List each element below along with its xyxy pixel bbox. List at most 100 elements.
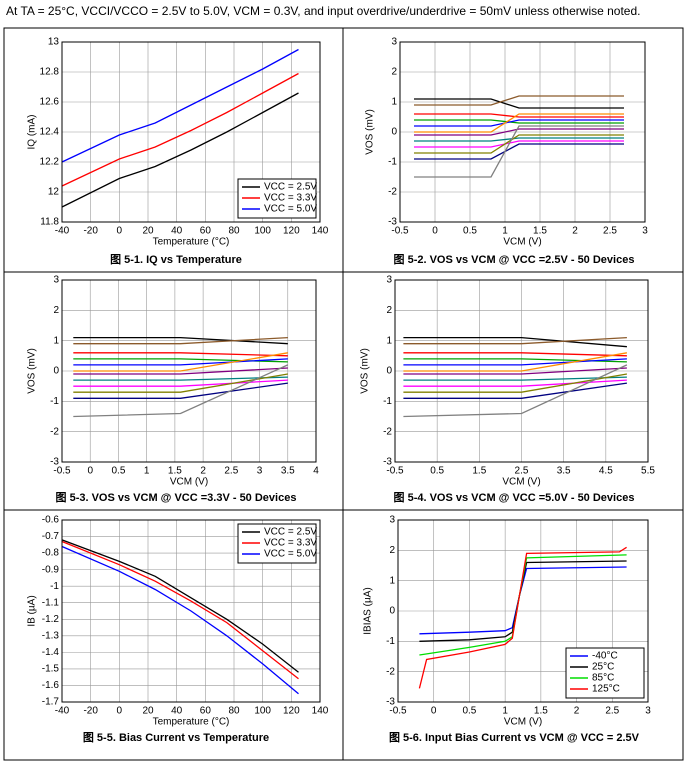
y-tick-label: 3: [53, 275, 59, 286]
x-tick-label: 2.5: [515, 466, 529, 477]
x-tick-label: 80: [228, 226, 240, 237]
y-tick-label: -1.6: [42, 680, 60, 691]
chart-title: 图 5-1. IQ vs Temperature: [110, 253, 242, 266]
x-axis-label: VCM (V): [503, 237, 541, 248]
y-tick-label: 12.2: [40, 157, 60, 168]
y-tick-label: -3: [388, 217, 397, 228]
x-tick-label: 2: [574, 706, 580, 717]
y-tick-label: 3: [386, 275, 392, 286]
x-tick-label: 2.5: [603, 226, 617, 237]
y-axis-label: VOS (mV): [365, 109, 376, 155]
y-tick-label: 11.8: [40, 217, 59, 228]
x-tick-label: 2.5: [224, 466, 238, 477]
y-tick-label: 1: [391, 97, 397, 108]
series-line: [61, 48, 299, 163]
series-line: [61, 72, 299, 187]
series-line: [61, 540, 299, 680]
y-tick-label: -0.6: [42, 515, 60, 526]
legend-label: 25°C: [592, 662, 614, 673]
y-tick-label: 12.6: [40, 97, 60, 108]
y-tick-label: 3: [389, 515, 395, 526]
series-line: [403, 336, 627, 348]
series-line: [73, 364, 289, 418]
series-line: [73, 376, 288, 381]
x-tick-label: 1: [502, 226, 508, 237]
series-line: [403, 358, 627, 366]
x-tick-label: 60: [200, 706, 212, 717]
y-tick-label: -1.5: [42, 664, 60, 675]
x-tick-label: 0.5: [111, 466, 125, 477]
series-line: [403, 336, 627, 345]
y-tick-label: -3: [50, 457, 59, 468]
y-tick-label: -0.9: [42, 564, 60, 575]
plot-frame: [61, 279, 317, 463]
y-tick-label: -1: [388, 157, 397, 168]
chart-title: 图 5-5. Bias Current vs Temperature: [83, 731, 269, 744]
x-tick-label: 60: [200, 226, 212, 237]
x-tick-label: 1.5: [472, 466, 486, 477]
y-tick-label: 0: [53, 366, 59, 377]
x-tick-label: 100: [254, 226, 271, 237]
series-line: [403, 373, 628, 393]
header: At TA = 25°C, VCCI/VCCO = 2.5V to 5.0V, …: [6, 4, 640, 18]
y-tick-label: -2: [386, 666, 395, 677]
y-tick-label: 12.4: [40, 127, 60, 138]
y-tick-label: 12: [48, 187, 60, 198]
x-tick-label: 4: [313, 466, 319, 477]
x-axis-label: Temperature (°C): [153, 237, 230, 248]
x-tick-label: 0: [87, 466, 93, 477]
series-line: [414, 113, 624, 133]
x-tick-label: -0.5: [386, 466, 404, 477]
y-tick-label: 0: [391, 127, 397, 138]
y-tick-label: -1: [383, 396, 392, 407]
x-tick-label: 20: [142, 706, 154, 717]
x-tick-label: 3.5: [557, 466, 571, 477]
x-tick-label: 140: [312, 226, 329, 237]
x-tick-label: -40: [55, 226, 70, 237]
series-line: [419, 566, 627, 635]
plot-frame: [61, 41, 321, 223]
y-tick-label: -1: [50, 581, 59, 592]
series-line: [414, 98, 624, 109]
x-tick-label: -40: [55, 706, 70, 717]
series-line: [414, 128, 624, 136]
series-line: [61, 539, 299, 673]
x-tick-label: 100: [254, 706, 271, 717]
x-axis-label: VCM (V): [170, 477, 208, 488]
series-line: [403, 376, 627, 381]
y-tick-label: -0.8: [42, 548, 60, 559]
y-tick-label: 2: [386, 305, 392, 316]
x-tick-label: 80: [228, 706, 240, 717]
x-tick-label: 0: [117, 706, 123, 717]
y-tick-label: 1: [53, 335, 59, 346]
x-tick-label: 120: [283, 706, 300, 717]
y-tick-label: 12.8: [40, 67, 60, 78]
series-line: [73, 358, 288, 366]
series-line: [403, 352, 628, 372]
series-line: [418, 546, 627, 689]
x-tick-label: 1.5: [534, 706, 548, 717]
x-tick-label: 140: [312, 706, 329, 717]
series-line: [61, 545, 299, 695]
x-tick-label: 4.5: [599, 466, 613, 477]
x-tick-label: 1: [502, 706, 508, 717]
y-tick-label: 1: [389, 575, 395, 586]
plot-frame: [61, 519, 321, 703]
x-tick-label: 0: [431, 706, 437, 717]
x-tick-label: 1.5: [533, 226, 547, 237]
legend-label: VCC = 2.5V: [264, 182, 317, 193]
legend-label: VCC = 3.3V: [264, 193, 317, 204]
x-tick-label: 3: [257, 466, 263, 477]
x-tick-label: 0.5: [462, 706, 476, 717]
x-tick-label: -0.5: [391, 226, 409, 237]
y-tick-label: 2: [391, 67, 397, 78]
x-axis-label: VCM (V): [504, 717, 542, 728]
series-line: [414, 125, 624, 178]
series-line: [414, 143, 624, 160]
plot-frame: [399, 41, 646, 223]
series-line: [73, 382, 288, 399]
x-tick-label: -0.5: [389, 706, 407, 717]
y-tick-label: -1.4: [42, 647, 60, 658]
y-tick-label: 2: [389, 545, 395, 556]
